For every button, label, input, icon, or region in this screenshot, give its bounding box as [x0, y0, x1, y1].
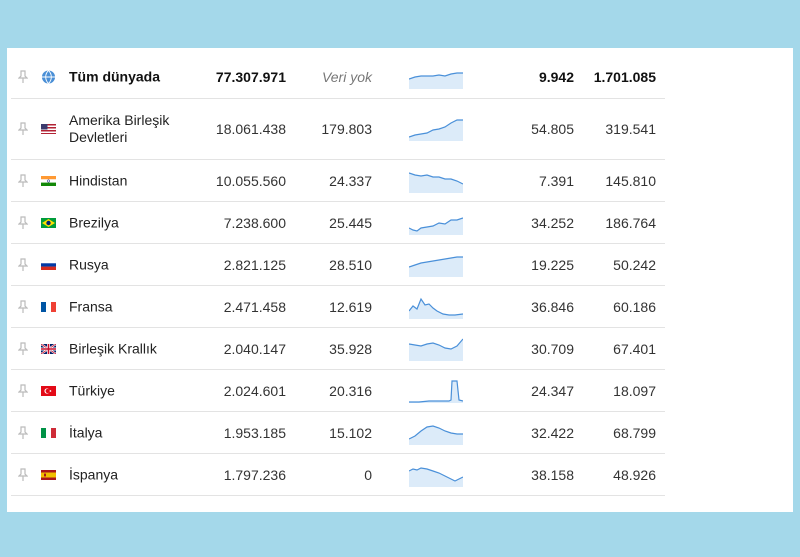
country-name[interactable]: İtalya — [69, 424, 103, 440]
new-cases: 28.510 — [329, 256, 372, 273]
total-cases: 77.307.971 — [215, 68, 286, 85]
pin-icon[interactable] — [18, 173, 28, 188]
spain-flag-icon — [41, 469, 56, 480]
new-cases: 12.619 — [329, 298, 372, 315]
country-name[interactable]: Amerika Birleşik Devletleri — [69, 112, 170, 145]
country-name[interactable]: Fransa — [69, 298, 113, 314]
new-deaths: 9.942 — [538, 68, 574, 85]
total-deaths: 67.401 — [613, 340, 656, 357]
new-deaths: 38.158 — [531, 466, 574, 483]
pin-icon[interactable] — [18, 69, 28, 84]
pin-icon[interactable] — [18, 341, 28, 356]
new-cases: 0 — [364, 466, 372, 483]
total-cases: 18.061.438 — [215, 121, 286, 137]
country-name[interactable]: Hindistan — [69, 172, 128, 188]
new-deaths: 19.225 — [531, 256, 574, 273]
trend-sparkline — [409, 255, 463, 277]
france-flag-icon — [41, 301, 56, 312]
russia-flag-icon — [41, 259, 56, 270]
table-row[interactable]: Türkiye 2.024.601 20.316 24.347 18.097 — [11, 370, 665, 412]
total-cases: 2.821.125 — [223, 256, 286, 273]
new-deaths: 7.391 — [538, 172, 574, 189]
total-cases: 1.797.236 — [223, 466, 286, 483]
total-cases: 10.055.560 — [215, 172, 286, 189]
trend-sparkline — [409, 466, 463, 487]
table-row[interactable]: Brezilya 7.238.600 25.445 34.252 186.764 — [11, 202, 665, 244]
total-cases: 1.953.185 — [223, 424, 286, 441]
total-deaths: 18.097 — [613, 382, 656, 399]
covid-stats-table: Tüm dünyada 77.307.971 Veri yok 9.942 1.… — [11, 55, 665, 496]
country-name[interactable]: Tüm dünyada — [69, 68, 161, 84]
country-name[interactable]: Türkiye — [69, 382, 115, 398]
total-deaths: 186.764 — [605, 214, 656, 231]
total-cases: 2.040.147 — [223, 340, 286, 357]
new-deaths: 30.709 — [531, 340, 574, 357]
pin-icon[interactable] — [18, 122, 28, 136]
total-cases: 2.471.458 — [223, 298, 286, 315]
pin-icon[interactable] — [18, 215, 28, 230]
trend-sparkline — [409, 171, 463, 193]
new-cases: 15.102 — [329, 424, 372, 441]
trend-sparkline — [409, 216, 463, 235]
total-deaths: 48.926 — [613, 466, 656, 483]
india-flag-icon — [41, 175, 56, 186]
table-row[interactable]: Hindistan 10.055.560 24.337 7.391 145.81… — [11, 160, 665, 202]
total-deaths: 145.810 — [605, 172, 656, 189]
total-deaths: 319.541 — [605, 121, 656, 137]
country-name[interactable]: Rusya — [69, 256, 109, 272]
new-cases: 20.316 — [329, 382, 372, 399]
new-cases: 35.928 — [329, 340, 372, 357]
country-name[interactable]: İspanya — [69, 466, 119, 482]
new-deaths: 24.347 — [531, 382, 574, 399]
trend-sparkline — [409, 379, 463, 403]
content-panel — [7, 48, 793, 512]
italy-flag-icon — [41, 427, 56, 438]
total-deaths: 1.701.085 — [593, 68, 656, 85]
table-row[interactable]: Birleşik Krallık 2.040.147 35.928 30.709… — [11, 328, 665, 370]
table-row[interactable]: Rusya 2.821.125 28.510 19.225 50.242 — [11, 244, 665, 286]
new-cases: 179.803 — [321, 121, 372, 137]
total-cases: 2.024.601 — [223, 382, 286, 399]
total-deaths: 60.186 — [613, 298, 656, 315]
table-row[interactable]: Fransa 2.471.458 12.619 36.846 60.186 — [11, 286, 665, 328]
total-deaths: 50.242 — [613, 256, 656, 273]
brazil-flag-icon — [41, 217, 56, 228]
new-cases: Veri yok — [321, 68, 372, 85]
new-cases: 25.445 — [329, 214, 372, 231]
pin-icon[interactable] — [18, 299, 28, 314]
turkey-flag-icon — [41, 385, 56, 396]
table-row[interactable]: İspanya 1.797.236 0 38.158 48.926 — [11, 454, 665, 496]
pin-icon[interactable] — [18, 257, 28, 272]
us-flag-icon — [41, 124, 56, 134]
trend-sparkline — [409, 338, 463, 361]
country-name[interactable]: Birleşik Krallık — [69, 340, 157, 356]
trend-sparkline — [409, 297, 463, 319]
new-deaths: 34.252 — [531, 214, 574, 231]
trend-sparkline — [409, 424, 463, 445]
total-cases: 7.238.600 — [223, 214, 286, 231]
trend-sparkline — [409, 71, 463, 89]
uk-flag-icon — [41, 343, 56, 354]
pin-icon[interactable] — [18, 383, 28, 398]
table-row[interactable]: Tüm dünyada 77.307.971 Veri yok 9.942 1.… — [11, 55, 665, 99]
table-row[interactable]: Amerika Birleşik Devletleri 18.061.438 1… — [11, 99, 665, 160]
pin-icon[interactable] — [18, 425, 28, 440]
trend-sparkline — [409, 119, 463, 141]
new-cases: 24.337 — [329, 172, 372, 189]
globe-icon — [41, 69, 56, 84]
table-row[interactable]: İtalya 1.953.185 15.102 32.422 68.799 — [11, 412, 665, 454]
country-name[interactable]: Brezilya — [69, 214, 119, 230]
pin-icon[interactable] — [18, 467, 28, 482]
total-deaths: 68.799 — [613, 424, 656, 441]
new-deaths: 36.846 — [531, 298, 574, 315]
new-deaths: 32.422 — [531, 424, 574, 441]
new-deaths: 54.805 — [531, 121, 574, 137]
